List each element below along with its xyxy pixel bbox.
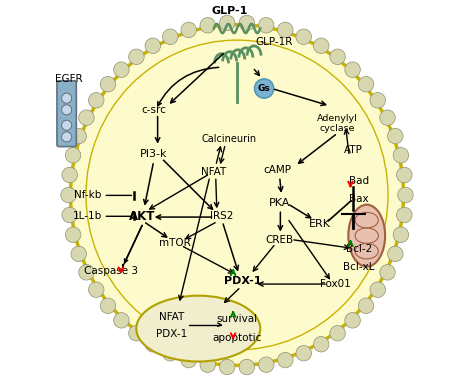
Circle shape (128, 49, 144, 64)
Circle shape (89, 282, 104, 298)
Circle shape (370, 92, 385, 108)
FancyBboxPatch shape (57, 81, 76, 147)
Circle shape (100, 76, 116, 92)
Circle shape (313, 38, 329, 53)
Circle shape (181, 352, 196, 368)
Text: IRS2: IRS2 (210, 211, 233, 221)
Circle shape (239, 359, 255, 375)
Text: Bcl-xL: Bcl-xL (343, 262, 375, 272)
Circle shape (100, 298, 116, 314)
Text: NFAT: NFAT (201, 167, 227, 177)
Circle shape (239, 15, 255, 31)
Text: GLP-1R: GLP-1R (255, 37, 292, 47)
Ellipse shape (71, 25, 403, 365)
Text: cAMP: cAMP (264, 165, 292, 175)
Text: Calcineurin: Calcineurin (202, 134, 257, 144)
Circle shape (255, 79, 274, 98)
Text: Caspase 3: Caspase 3 (84, 266, 138, 275)
Circle shape (200, 18, 216, 33)
Circle shape (62, 120, 72, 130)
Circle shape (181, 22, 196, 38)
Circle shape (397, 207, 412, 223)
Circle shape (388, 246, 403, 262)
Ellipse shape (86, 40, 388, 350)
Text: EGFR: EGFR (55, 74, 82, 84)
Circle shape (62, 207, 77, 223)
Circle shape (114, 62, 129, 77)
Circle shape (65, 147, 81, 163)
Text: PDX-1: PDX-1 (224, 276, 262, 286)
Circle shape (330, 49, 346, 64)
Circle shape (358, 298, 374, 314)
Circle shape (219, 359, 235, 375)
Circle shape (163, 29, 178, 44)
Circle shape (89, 92, 104, 108)
Circle shape (278, 352, 293, 368)
Circle shape (397, 167, 412, 183)
Circle shape (114, 313, 129, 328)
Circle shape (258, 18, 274, 33)
Circle shape (296, 346, 311, 361)
Circle shape (313, 337, 329, 352)
Text: survival: survival (217, 314, 257, 324)
Circle shape (62, 93, 72, 103)
Text: mTOR: mTOR (159, 238, 191, 248)
Circle shape (61, 187, 76, 203)
Text: PI3-k: PI3-k (140, 149, 167, 160)
Text: PDX-1: PDX-1 (155, 330, 187, 339)
Circle shape (145, 38, 161, 53)
Text: Bax: Bax (349, 194, 369, 204)
Text: Bcl-2: Bcl-2 (346, 244, 372, 254)
Circle shape (345, 62, 360, 77)
Circle shape (145, 337, 161, 352)
Circle shape (200, 357, 216, 372)
Text: NFAT: NFAT (158, 312, 184, 322)
Circle shape (370, 282, 385, 298)
Circle shape (79, 264, 94, 280)
Circle shape (71, 246, 86, 262)
Circle shape (388, 128, 403, 144)
Text: CREB: CREB (265, 234, 294, 245)
Text: GLP-1: GLP-1 (211, 6, 247, 16)
Circle shape (65, 227, 81, 243)
Text: c-src: c-src (141, 105, 166, 115)
Text: Adenylyl
cyclase: Adenylyl cyclase (317, 113, 358, 133)
Text: Nf-kb: Nf-kb (74, 190, 101, 200)
Circle shape (219, 15, 235, 31)
Circle shape (345, 313, 360, 328)
Circle shape (79, 110, 94, 126)
Text: Bad: Bad (349, 176, 369, 186)
Circle shape (62, 105, 72, 115)
Circle shape (380, 110, 395, 126)
Circle shape (62, 167, 77, 183)
Text: Gs: Gs (258, 84, 271, 93)
Circle shape (296, 29, 311, 44)
Circle shape (278, 22, 293, 38)
Text: ATP: ATP (344, 145, 363, 156)
Text: ERK: ERK (309, 219, 331, 229)
Circle shape (398, 187, 413, 203)
Circle shape (393, 227, 409, 243)
Ellipse shape (137, 296, 260, 362)
Text: apoptotic: apoptotic (212, 333, 262, 343)
Text: Fox01: Fox01 (320, 279, 351, 289)
Circle shape (128, 326, 144, 341)
Circle shape (330, 326, 346, 341)
Circle shape (380, 264, 395, 280)
Circle shape (62, 132, 72, 142)
Circle shape (393, 147, 409, 163)
Circle shape (71, 128, 86, 144)
Text: AKT: AKT (129, 210, 155, 223)
Circle shape (163, 346, 178, 361)
Ellipse shape (348, 205, 385, 267)
Text: 1L-1b: 1L-1b (73, 211, 102, 221)
Circle shape (258, 357, 274, 372)
Text: PKA: PKA (269, 198, 290, 208)
Circle shape (358, 76, 374, 92)
